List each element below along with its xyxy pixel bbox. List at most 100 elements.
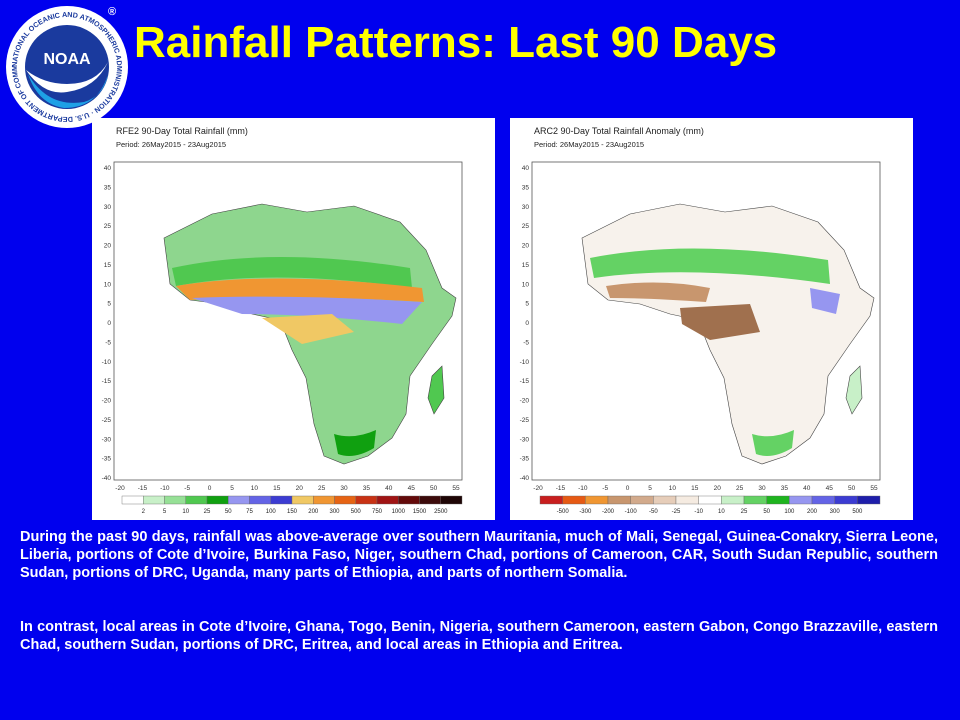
lon-tick-label: 25	[736, 485, 744, 492]
legend-swatch	[653, 495, 677, 505]
legend-label: 50	[763, 509, 770, 515]
paragraph-below-average: In contrast, local areas in Cote d’Ivoir…	[20, 619, 938, 653]
lon-tick-label: 45	[826, 485, 834, 492]
ethiopia-surplus-blue	[810, 288, 840, 314]
lon-tick-label: -10	[578, 485, 588, 492]
lat-tick-label: -25	[102, 417, 112, 424]
lon-tick-label: 40	[385, 485, 393, 492]
lon-tick-label: -5	[602, 485, 608, 492]
legend-swatch	[143, 495, 165, 505]
legend-swatch	[440, 495, 463, 505]
legend-label: -200	[602, 509, 615, 515]
legend-label: 10	[182, 509, 189, 515]
legend-swatch	[164, 495, 186, 505]
lon-tick-label: -20	[115, 485, 125, 492]
legend-swatch	[206, 495, 229, 505]
lat-tick-label: 10	[104, 281, 112, 288]
lat-tick-label: -30	[520, 436, 530, 443]
map-title: ARC2 90-Day Total Rainfall Anomaly (mm)	[534, 126, 704, 136]
legend-swatch	[398, 495, 420, 505]
legend-swatch	[811, 495, 835, 505]
legend-label: 25	[741, 509, 748, 515]
lon-tick-label: -15	[138, 485, 148, 492]
legend-swatch	[789, 495, 813, 505]
legend: -500 -300 -200 -100 -50 -25 -10 10 25 50 100 200 300…	[539, 495, 881, 515]
paragraph-above-average: During the past 90 days, rainfall was ab…	[20, 529, 938, 581]
legend-swatch	[419, 495, 441, 505]
legend-swatch	[270, 495, 293, 505]
legend-label: -10	[694, 509, 703, 515]
legend-label: 200	[308, 509, 319, 515]
legend-label: 10	[718, 509, 725, 515]
legend-label: 2	[142, 509, 146, 515]
lat-tick-label: 10	[522, 281, 530, 288]
lat-tick-label: -5	[523, 339, 529, 346]
cape-band	[334, 430, 376, 456]
map-canvas: -20 -15 -10 -5 0 5 10 15 20 25 30 35 40 45 50 55 403530…	[520, 161, 881, 515]
lat-tick-label: -30	[102, 436, 112, 443]
lat-tick-label: 5	[107, 301, 111, 308]
guinea-coast-deficit	[606, 282, 710, 302]
lat-tick-label: 20	[522, 243, 530, 250]
legend-label: -300	[579, 509, 592, 515]
lat-tick-label: -40	[102, 475, 112, 482]
sahel-surplus-green	[590, 248, 830, 284]
lon-tick-label: -10	[160, 485, 170, 492]
legend-swatch	[313, 495, 335, 505]
legend-label: 25	[204, 509, 211, 515]
legend-label: 1000	[392, 509, 406, 515]
noaa-logo: NOAA NATIONAL OCEANIC AND ATMOSPHERIC AD…	[4, 4, 128, 128]
legend-label: 75	[246, 509, 253, 515]
lon-tick-labels: -20 -15 -10 -5 0 5 10 15 20 25 30 35 40 45 50 55	[115, 485, 460, 492]
lat-tick-label: -40	[520, 475, 530, 482]
lat-tick-label: 5	[525, 301, 529, 308]
lat-tick-label: -10	[520, 359, 530, 366]
lat-tick-label: 25	[104, 223, 112, 230]
central-band-yellow	[262, 314, 354, 344]
legend-swatch	[355, 495, 378, 505]
lon-tick-label: 30	[340, 485, 348, 492]
map-title: RFE2 90-Day Total Rainfall (mm)	[116, 126, 248, 136]
lon-tick-label: 15	[691, 485, 699, 492]
lat-tick-label: 35	[104, 184, 112, 191]
lon-tick-label: 20	[296, 485, 304, 492]
cape-band	[752, 430, 794, 456]
map-canvas: -20 -15 -10 -5 0 5 10 15 20 25 30 35 40 45 50 55 403530…	[102, 161, 463, 515]
legend-swatch	[834, 495, 858, 505]
lon-tick-label: 50	[848, 485, 856, 492]
logo-text: NOAA	[43, 51, 91, 68]
map-total-rainfall: RFE2 90-Day Total Rainfall (mm) Period: …	[92, 118, 495, 520]
lon-tick-label: 45	[408, 485, 416, 492]
legend-swatch	[121, 495, 144, 505]
central-africa-deficit	[680, 304, 760, 340]
lon-tick-label: 25	[318, 485, 326, 492]
legend-label: 2500	[434, 509, 448, 515]
page-title: Rainfall Patterns: Last 90 Days	[134, 18, 778, 67]
legend-label: 50	[225, 509, 232, 515]
lat-tick-label: 30	[522, 204, 530, 211]
legend-swatch	[585, 495, 609, 505]
legend-label: 500	[852, 509, 863, 515]
lon-tick-label: 35	[781, 485, 789, 492]
legend-swatch	[766, 495, 790, 505]
legend-swatch	[607, 495, 631, 505]
sahel-band-green	[172, 257, 412, 288]
lat-tick-label: -10	[102, 359, 112, 366]
lat-tick-label: 20	[104, 243, 112, 250]
lon-tick-label: -5	[184, 485, 190, 492]
lat-tick-label: 25	[522, 223, 530, 230]
madagascar	[845, 365, 863, 415]
lon-tick-label: 30	[758, 485, 766, 492]
sahel-band-orange	[176, 278, 424, 302]
lat-tick-label: 15	[522, 262, 530, 269]
lat-tick-label: 40	[522, 165, 530, 172]
legend-label: -25	[672, 509, 681, 515]
lon-tick-label: 55	[870, 485, 878, 492]
lat-tick-label: -20	[102, 398, 112, 405]
legend-label: -100	[625, 509, 638, 515]
legend-label: 150	[287, 509, 298, 515]
legend-swatch	[675, 495, 699, 505]
legend-swatch	[334, 495, 356, 505]
lat-tick-label: -35	[520, 456, 530, 463]
legend-label: 1500	[413, 509, 427, 515]
